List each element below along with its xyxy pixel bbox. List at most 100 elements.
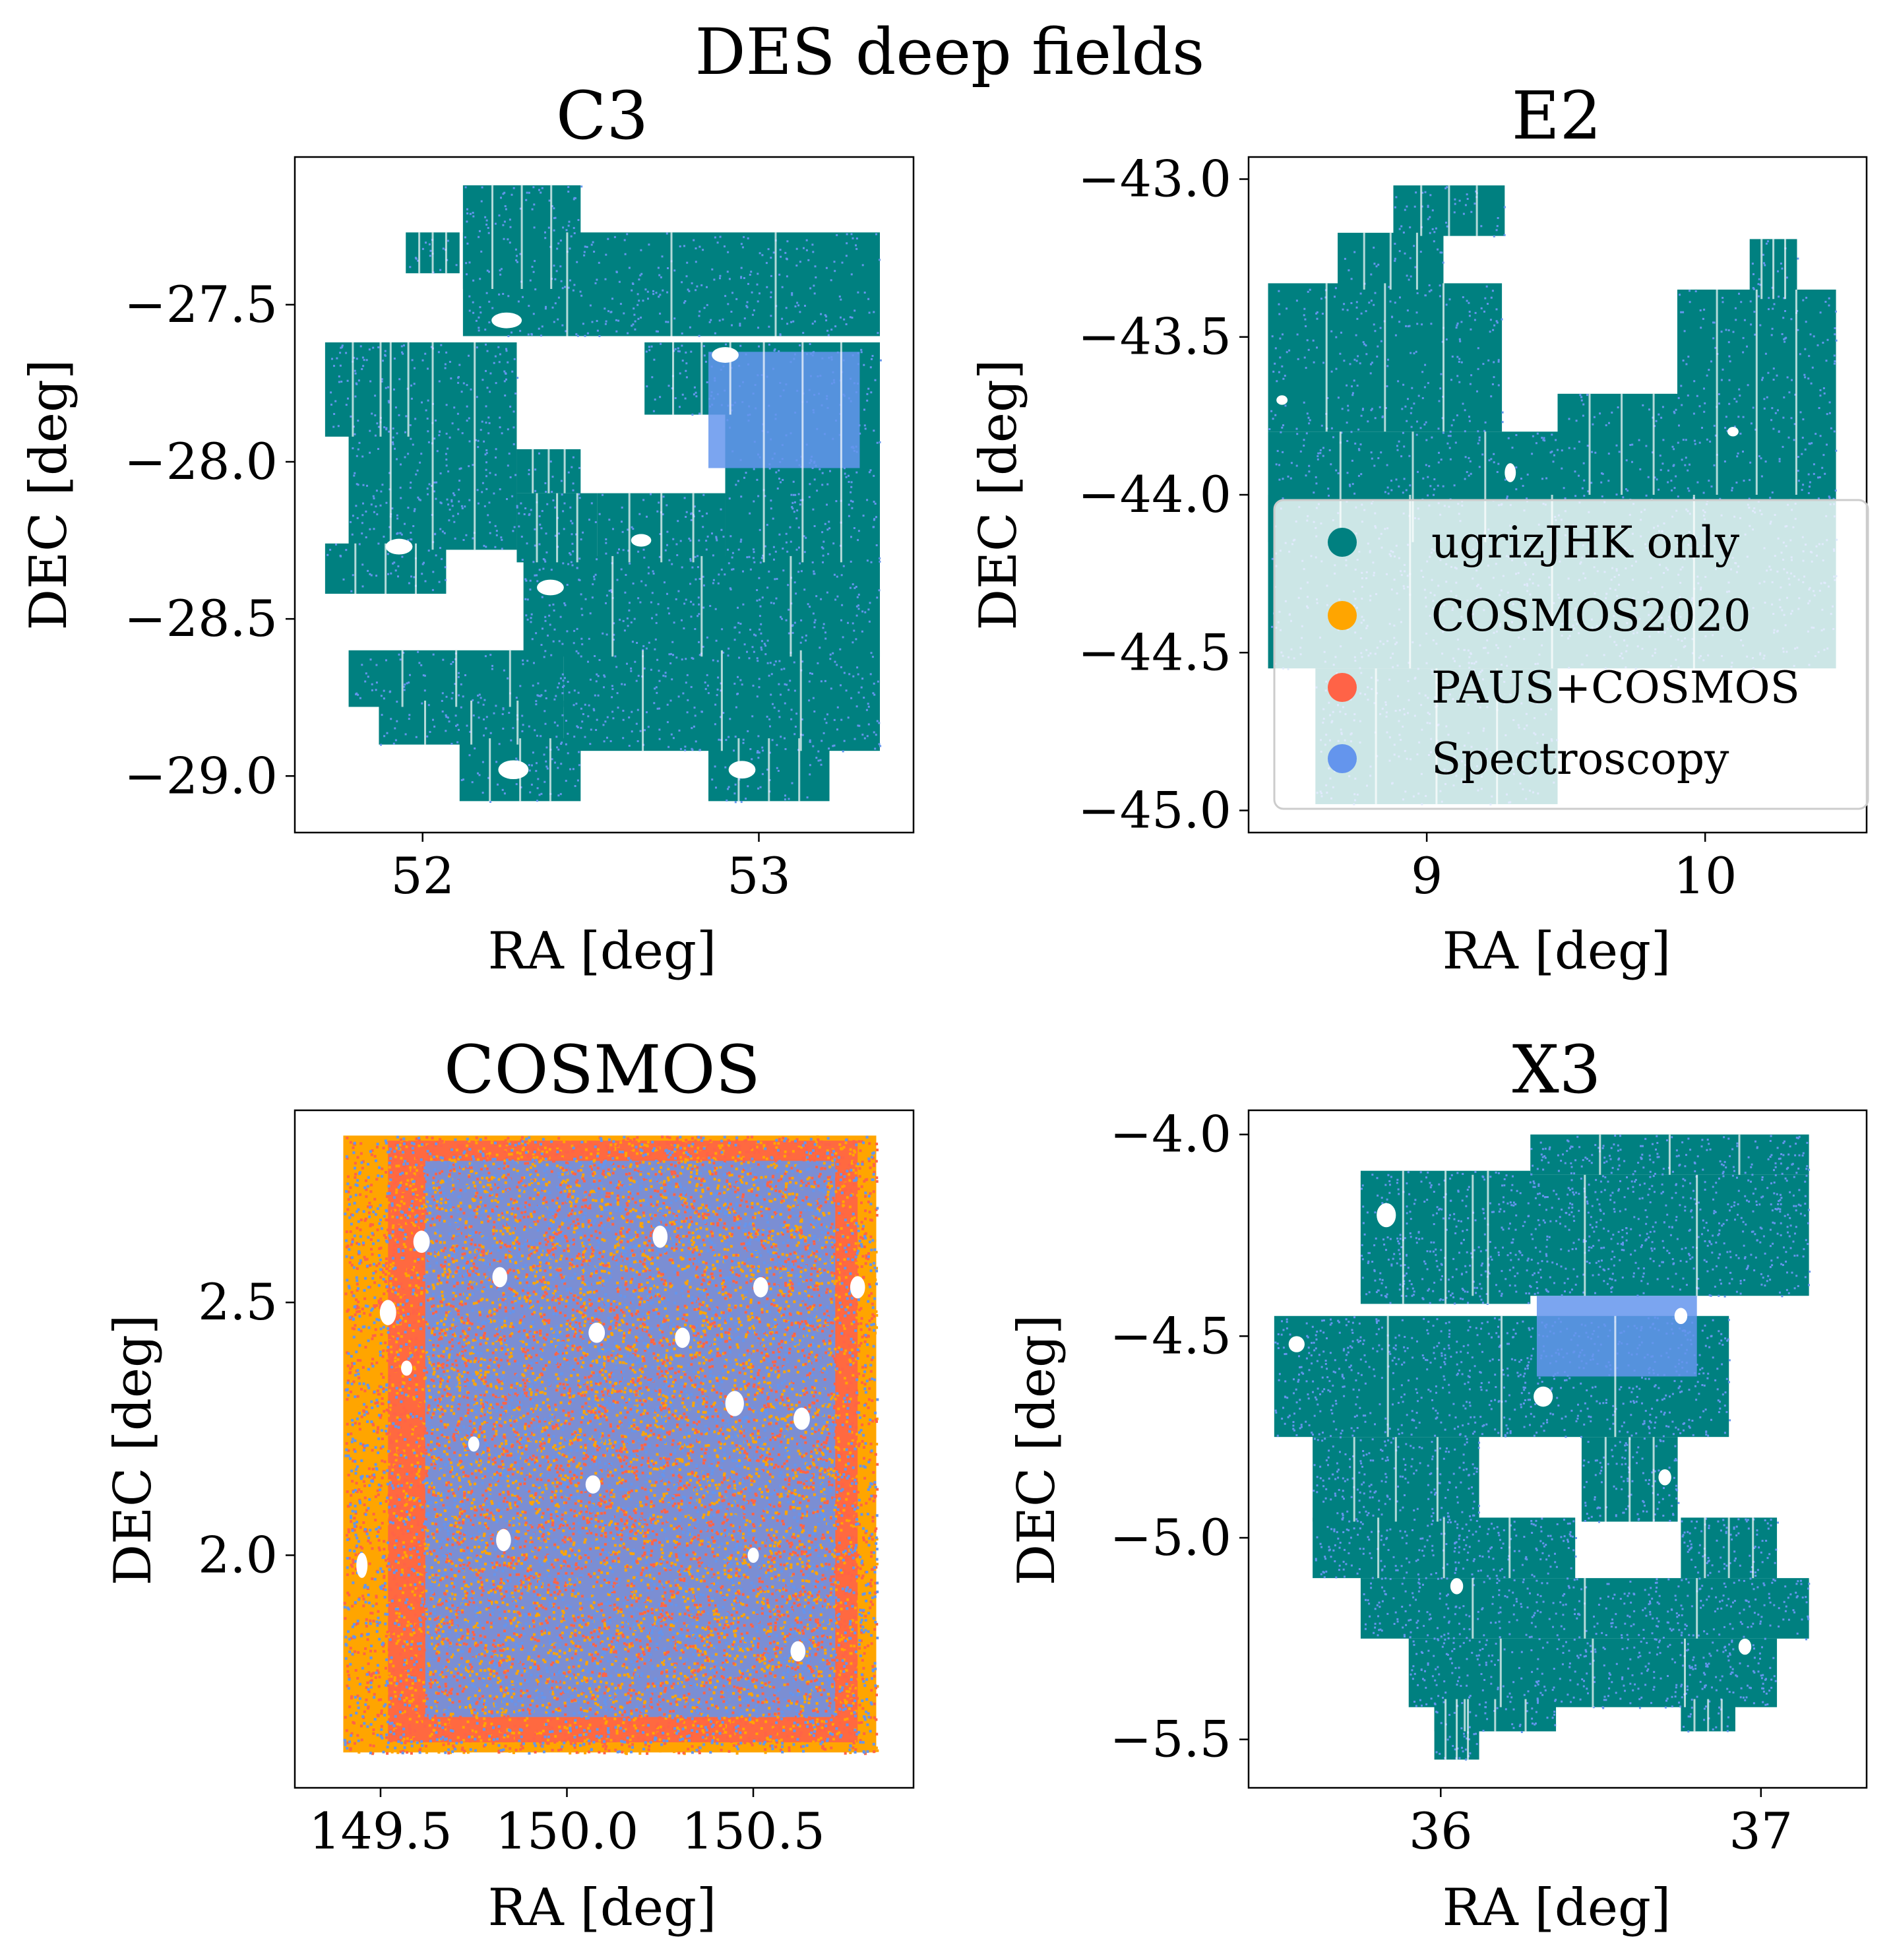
masked-region (1505, 463, 1516, 482)
masked-region (413, 1230, 430, 1253)
y-tick-label: 2.5 (198, 1273, 278, 1331)
masked-region (675, 1327, 690, 1348)
y-tick-label: −43.0 (1078, 149, 1231, 208)
masked-region (753, 1277, 768, 1298)
legend-marker (1328, 601, 1357, 630)
panel-title: C3 (556, 77, 648, 154)
legend-entry-cosmos2020: COSMOS2020 (1328, 590, 1751, 641)
masked-region (1276, 395, 1288, 405)
masked-region (496, 1529, 511, 1552)
masked-region (401, 1360, 412, 1376)
y-axis-label: DEC [deg] (1007, 1315, 1067, 1586)
x-tick-label: 36 (1409, 1802, 1473, 1860)
panel-c3: C3 52 53 −29.0 −28.5 −28.0 −27.5 RA [deg] DEC… (19, 77, 915, 981)
legend-label: ugrizJHK only (1431, 517, 1740, 568)
axis-ticks: 149.5 150.0 150.5 2.0 2.5 (198, 1273, 825, 1860)
y-axis-label: DEC [deg] (104, 1315, 163, 1586)
masked-region (492, 1267, 508, 1288)
figure-title: DES deep fields (695, 15, 1205, 89)
panel-title: COSMOS (444, 1031, 760, 1108)
y-tick-label: −28.5 (124, 589, 278, 648)
y-tick-label: −45.0 (1078, 781, 1231, 840)
masked-region (1727, 427, 1739, 437)
chip-gaps (352, 185, 842, 802)
x-axis-label: RA [deg] (488, 1878, 717, 1938)
panel-title: E2 (1512, 77, 1602, 154)
masked-region (537, 579, 564, 596)
series-spectroscopy-points (326, 185, 882, 804)
legend-frame (1273, 499, 1869, 810)
y-tick-label: −44.5 (1078, 623, 1231, 681)
x-tick-label: 52 (390, 846, 454, 905)
x-tick-label: 37 (1729, 1802, 1793, 1860)
masked-region (793, 1407, 810, 1430)
plot-frame (1247, 1109, 1868, 1789)
masked-region (728, 761, 756, 779)
plot-frame (294, 156, 915, 834)
masked-region (356, 1552, 368, 1578)
masked-region (1738, 1638, 1752, 1655)
panel-title: X3 (1512, 1031, 1601, 1108)
points-layer (1274, 1134, 1811, 1761)
panel-x3: X3 36 37 −5.5 −5.0 −4.5 −4.0 RA [deg] DEC [de… (1007, 1031, 1868, 1938)
plot-frame (1247, 156, 1868, 834)
y-tick-label: −28.0 (124, 432, 278, 491)
y-tick-label: −4.5 (1109, 1306, 1231, 1365)
masked-region (725, 1391, 744, 1416)
axis-ticks: 36 37 −5.5 −5.0 −4.5 −4.0 (1109, 1105, 1793, 1860)
series-paus-cosmos-points (343, 1135, 879, 1755)
legend-entry-spectroscopy: Spectroscopy (1328, 734, 1729, 784)
y-tick-label: −4.0 (1109, 1105, 1231, 1164)
legend-marker (1328, 744, 1357, 773)
series-spectroscopy-points (343, 1135, 879, 1755)
masked-region (1377, 1203, 1396, 1228)
spectroscopy-dense-region (708, 352, 860, 468)
axis-ticks: 52 53 −29.0 −28.5 −28.0 −27.5 (124, 275, 791, 905)
legend-marker (1328, 528, 1357, 557)
masked-region (790, 1641, 806, 1662)
y-axis-label: DEC [deg] (19, 360, 78, 631)
masked-region (712, 347, 739, 363)
x-tick-label: 150.0 (495, 1802, 639, 1860)
masked-region (850, 1276, 865, 1299)
masked-region (747, 1547, 759, 1563)
masked-region (631, 534, 652, 547)
y-tick-label: −27.5 (124, 275, 278, 334)
y-tick-label: −44.0 (1078, 465, 1231, 524)
masked-region (379, 1300, 396, 1325)
masked-region (1674, 1308, 1688, 1324)
masked-region (1288, 1336, 1305, 1352)
masked-region (468, 1436, 480, 1452)
y-tick-label: −29.0 (124, 746, 278, 805)
masked-region (1450, 1578, 1464, 1595)
legend-entry-paus-cosmos: PAUS+COSMOS (1328, 662, 1800, 713)
y-axis-label: DEC [deg] (969, 360, 1028, 631)
legend-label: COSMOS2020 (1431, 590, 1751, 641)
masked-region (652, 1225, 668, 1248)
x-tick-label: 149.5 (309, 1802, 452, 1860)
masked-region (588, 1322, 605, 1343)
y-tick-label: −43.5 (1078, 307, 1231, 366)
legend-label: PAUS+COSMOS (1431, 662, 1800, 713)
masked-region (385, 538, 413, 555)
y-tick-label: 2.0 (198, 1525, 278, 1584)
points-layer (343, 1135, 879, 1755)
masked-region (585, 1475, 601, 1494)
panel-cosmos: COSMOS 149.5 150.0 150.5 2.0 2.5 RA [deg] DE… (104, 1031, 915, 1938)
panel-e2: E2 9 10 −45.0 −44.5 −44.0 −43.5 −43.0 RA [deg]… (969, 77, 1869, 981)
legend-label: Spectroscopy (1431, 734, 1729, 784)
axis-ticks: 9 10 −45.0 −44.5 −44.0 −43.5 −43.0 (1078, 149, 1737, 905)
x-tick-label: 10 (1673, 846, 1737, 905)
legend-entry-ugrizjhk: ugrizJHK only (1328, 517, 1740, 568)
masked-region (1534, 1386, 1553, 1407)
legend: ugrizJHK only COSMOS2020 PAUS+COSMOS Spe… (1273, 499, 1869, 810)
legend-marker (1328, 673, 1357, 702)
x-axis-label: RA [deg] (1443, 922, 1671, 981)
plot-frame (294, 1109, 915, 1789)
x-axis-label: RA [deg] (1443, 1878, 1671, 1938)
masked-region (491, 312, 522, 329)
masked-region (1658, 1469, 1671, 1486)
y-tick-label: −5.5 (1109, 1710, 1231, 1769)
x-tick-label: 9 (1411, 846, 1443, 905)
